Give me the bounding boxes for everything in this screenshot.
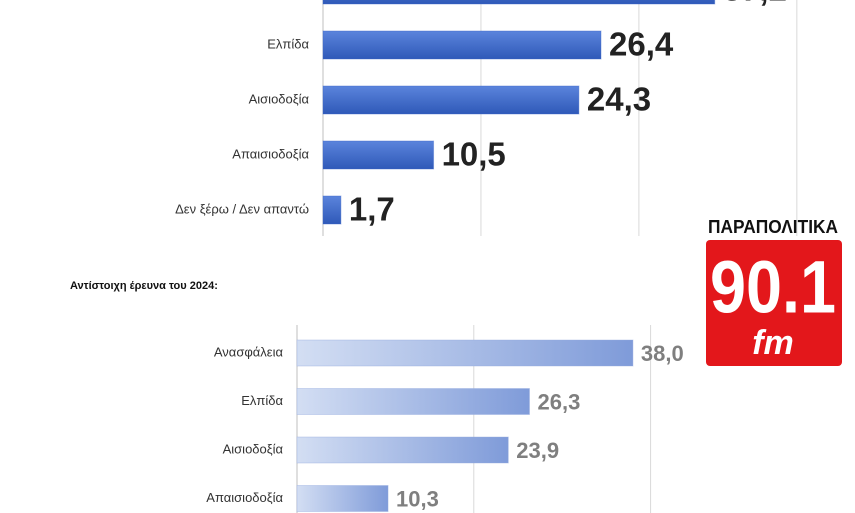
category-label: Αισιοδοξία xyxy=(223,441,284,456)
value-label: 23,9 xyxy=(516,438,559,463)
category-label: Απαισιοδοξία xyxy=(206,490,283,505)
bar xyxy=(322,0,716,5)
bar xyxy=(322,30,602,60)
value-label: 26,4 xyxy=(609,26,674,63)
category-label: Αισιοδοξία xyxy=(249,91,310,106)
value-label: 38,0 xyxy=(641,341,684,366)
value-label: 26,3 xyxy=(537,389,580,414)
logo-top: ΠΑΡΑΠΟΛΙΤΙΚΑ xyxy=(708,217,838,237)
category-label: Ελπίδα xyxy=(241,393,283,408)
value-label: 1,7 xyxy=(349,191,395,228)
category-label: Δεν ξέρω / Δεν απαντώ xyxy=(175,201,309,216)
bar xyxy=(296,436,509,464)
value-label: 37,2 xyxy=(723,0,787,8)
value-label: 24,3 xyxy=(587,81,651,118)
bar xyxy=(322,195,342,225)
logo-unit: fm xyxy=(752,324,794,362)
category-label: Απαισιοδοξία xyxy=(232,146,309,161)
bar xyxy=(322,85,580,115)
value-label: 10,5 xyxy=(442,136,506,173)
logo-number: 90.1 xyxy=(710,246,836,329)
bar xyxy=(322,140,435,170)
category-label: Ανασφάλεια xyxy=(214,344,284,359)
bar xyxy=(296,485,389,512)
category-label: Ελπίδα xyxy=(267,36,309,51)
logo-box xyxy=(706,240,842,366)
bar xyxy=(296,339,634,367)
bar xyxy=(296,388,530,415)
logo: ΠΑΡΑΠΟΛΙΤΙΚΑ 90.1 fm xyxy=(706,217,842,366)
chart-title: Αντίστοιχη έρευνα του 2024: xyxy=(70,280,218,292)
value-label: 10,3 xyxy=(396,486,439,511)
